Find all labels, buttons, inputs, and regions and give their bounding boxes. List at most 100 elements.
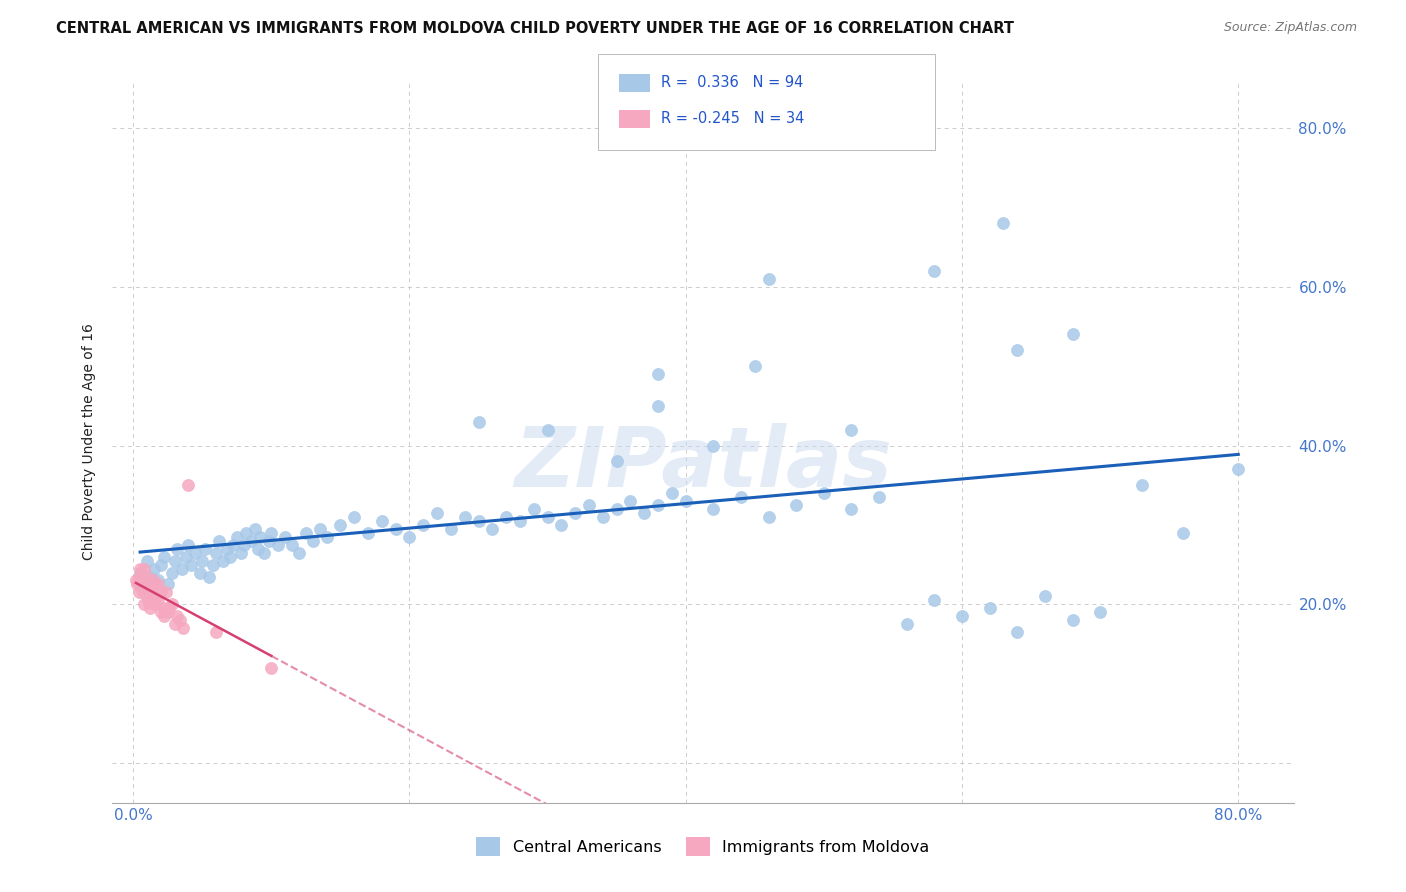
- Text: R = -0.245   N = 34: R = -0.245 N = 34: [661, 112, 804, 126]
- Point: [132, 585, 155, 599]
- Point: [128, 585, 150, 599]
- Point: [221, 538, 243, 552]
- Point: [813, 486, 835, 500]
- Point: [134, 582, 156, 596]
- Point: [136, 554, 159, 568]
- Point: [184, 546, 207, 560]
- Point: [142, 597, 165, 611]
- Point: [138, 593, 160, 607]
- Point: [661, 486, 683, 500]
- Point: [744, 359, 766, 373]
- Point: [129, 569, 152, 583]
- Point: [1062, 327, 1084, 342]
- Point: [156, 577, 179, 591]
- Point: [235, 525, 257, 540]
- Point: [149, 605, 172, 619]
- Point: [129, 561, 152, 575]
- Point: [219, 549, 242, 564]
- Point: [281, 538, 304, 552]
- Point: [149, 585, 172, 599]
- Point: [1088, 605, 1111, 619]
- Point: [160, 566, 183, 580]
- Point: [246, 541, 269, 556]
- Point: [191, 554, 214, 568]
- Point: [139, 569, 162, 583]
- Point: [146, 577, 169, 591]
- Point: [606, 454, 628, 468]
- Point: [481, 522, 503, 536]
- Point: [127, 577, 149, 591]
- Point: [136, 590, 159, 604]
- Point: [143, 593, 166, 607]
- Point: [288, 546, 311, 560]
- Point: [142, 577, 165, 591]
- Point: [454, 510, 477, 524]
- Point: [1007, 343, 1029, 358]
- Text: Source: ZipAtlas.com: Source: ZipAtlas.com: [1223, 21, 1357, 34]
- Point: [194, 541, 217, 556]
- Point: [509, 514, 531, 528]
- Point: [205, 546, 228, 560]
- Point: [1062, 613, 1084, 627]
- Point: [647, 399, 669, 413]
- Point: [157, 601, 180, 615]
- Point: [155, 585, 177, 599]
- Point: [229, 546, 252, 560]
- Point: [160, 597, 183, 611]
- Point: [267, 538, 290, 552]
- Point: [536, 423, 558, 437]
- Point: [202, 558, 225, 572]
- Point: [146, 593, 169, 607]
- Point: [950, 609, 973, 624]
- Point: [426, 506, 449, 520]
- Point: [758, 510, 780, 524]
- Point: [217, 541, 239, 556]
- Point: [135, 582, 157, 596]
- Point: [308, 522, 330, 536]
- Point: [578, 498, 600, 512]
- Point: [440, 522, 463, 536]
- Point: [152, 609, 174, 624]
- Point: [188, 566, 211, 580]
- Point: [249, 530, 271, 544]
- Point: [647, 367, 669, 381]
- Point: [550, 517, 572, 532]
- Point: [208, 533, 231, 548]
- Y-axis label: Child Poverty Under the Age of 16: Child Poverty Under the Age of 16: [82, 323, 96, 560]
- Point: [136, 569, 159, 583]
- Point: [239, 533, 262, 548]
- Point: [132, 577, 155, 591]
- Point: [212, 554, 235, 568]
- Point: [758, 272, 780, 286]
- Point: [141, 590, 163, 604]
- Point: [274, 530, 297, 544]
- Point: [142, 561, 165, 575]
- Point: [177, 478, 200, 492]
- Point: [896, 617, 918, 632]
- Point: [398, 530, 420, 544]
- Point: [523, 502, 546, 516]
- Point: [146, 574, 169, 588]
- Point: [139, 582, 162, 596]
- Point: [134, 597, 156, 611]
- Point: [1007, 625, 1029, 640]
- Point: [467, 415, 489, 429]
- Point: [536, 510, 558, 524]
- Point: [166, 541, 188, 556]
- Point: [260, 525, 283, 540]
- Point: [301, 533, 323, 548]
- Point: [993, 216, 1015, 230]
- Point: [841, 423, 863, 437]
- Point: [606, 502, 628, 516]
- Point: [1130, 478, 1153, 492]
- Point: [128, 574, 150, 588]
- Point: [702, 502, 724, 516]
- Point: [180, 558, 202, 572]
- Text: R =  0.336   N = 94: R = 0.336 N = 94: [661, 76, 803, 90]
- Point: [675, 494, 697, 508]
- Point: [149, 558, 172, 572]
- Point: [169, 613, 191, 627]
- Point: [592, 510, 614, 524]
- Point: [152, 549, 174, 564]
- Point: [647, 498, 669, 512]
